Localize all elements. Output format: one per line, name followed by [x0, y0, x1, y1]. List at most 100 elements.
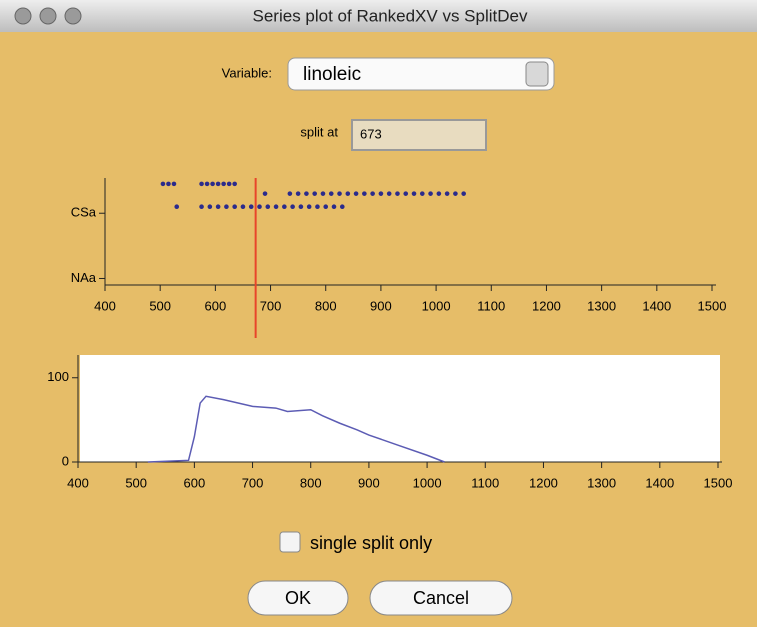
- point: [395, 191, 400, 196]
- point: [436, 191, 442, 196]
- x-tick-label: 600: [205, 298, 227, 313]
- point: [461, 191, 466, 196]
- y-tick-label: NAa: [71, 270, 97, 285]
- point: [232, 204, 237, 210]
- point: [306, 204, 312, 210]
- point: [295, 191, 301, 196]
- x-tick-label: 600: [184, 475, 206, 490]
- point: [265, 204, 271, 210]
- point: [160, 181, 166, 187]
- point: [403, 191, 409, 196]
- cancel-label: Cancel: [413, 588, 469, 608]
- split-value: 673: [360, 126, 382, 141]
- point: [328, 191, 334, 196]
- point: [304, 191, 309, 196]
- point: [215, 181, 221, 187]
- point: [370, 191, 375, 196]
- point: [323, 204, 329, 210]
- x-tick-label: 400: [94, 298, 116, 313]
- point: [315, 204, 320, 210]
- y-tick-label: 100: [47, 369, 69, 384]
- title-bar: [0, 0, 757, 32]
- point: [207, 204, 213, 210]
- point: [226, 181, 232, 187]
- point: [174, 204, 180, 210]
- x-tick-label: 1300: [587, 475, 616, 490]
- point: [386, 191, 392, 196]
- x-tick-label: 800: [300, 475, 322, 490]
- x-tick-label: 700: [260, 298, 282, 313]
- point: [287, 191, 293, 196]
- variable-select[interactable]: [287, 57, 555, 91]
- point: [199, 204, 204, 210]
- x-tick-label: 500: [125, 475, 147, 490]
- point: [166, 181, 171, 187]
- variable-value: linoleic: [303, 64, 361, 85]
- checkbox-label: single split only: [310, 533, 432, 553]
- ok-label: OK: [285, 588, 311, 608]
- window-title: Series plot of RankedXV vs SplitDev: [253, 6, 528, 25]
- point: [224, 204, 229, 210]
- split-label: split at: [300, 124, 338, 139]
- point: [298, 204, 304, 210]
- point: [221, 181, 226, 187]
- y-tick-label: 0: [62, 453, 69, 468]
- point: [453, 191, 458, 196]
- x-tick-label: 1400: [645, 475, 674, 490]
- x-tick-label: 900: [370, 298, 392, 313]
- x-tick-label: 1400: [642, 298, 671, 313]
- zoom-button[interactable]: [64, 7, 82, 25]
- point: [199, 181, 204, 187]
- point: [345, 191, 351, 196]
- x-tick-label: 800: [315, 298, 337, 313]
- x-tick-label: 700: [242, 475, 264, 490]
- point: [337, 191, 342, 196]
- series-line: [147, 395, 445, 463]
- x-tick-label: 1300: [587, 298, 616, 313]
- x-tick-label: 500: [149, 298, 171, 313]
- point: [362, 191, 367, 196]
- x-tick-label: 1100: [477, 298, 505, 313]
- close-button[interactable]: [14, 7, 32, 25]
- point: [411, 191, 417, 196]
- minimize-button[interactable]: [39, 7, 57, 25]
- point: [273, 204, 279, 210]
- point: [282, 204, 287, 210]
- checkbox[interactable]: [279, 531, 301, 553]
- x-tick-label: 400: [67, 475, 89, 490]
- point: [419, 191, 425, 196]
- point: [248, 204, 254, 210]
- point: [171, 181, 177, 187]
- x-tick-label: 1100: [471, 475, 499, 490]
- point: [339, 204, 345, 210]
- point: [290, 204, 295, 210]
- point: [232, 181, 237, 187]
- plot-panel: [80, 355, 720, 462]
- split-input[interactable]: [351, 119, 487, 151]
- x-tick-label: 1500: [698, 298, 727, 313]
- point: [378, 191, 384, 196]
- ok-button[interactable]: [247, 580, 349, 616]
- point: [320, 191, 326, 196]
- point: [312, 191, 317, 196]
- x-tick-label: 1000: [422, 298, 451, 313]
- x-tick-label: 1200: [532, 298, 561, 313]
- x-tick-label: 1500: [704, 475, 733, 490]
- variable-label: Variable:: [222, 65, 272, 80]
- x-tick-label: 900: [358, 475, 380, 490]
- point: [428, 191, 433, 196]
- point: [210, 181, 215, 187]
- cancel-button[interactable]: [369, 580, 513, 616]
- y-tick-label: CSa: [71, 205, 97, 220]
- x-tick-label: 1000: [413, 475, 442, 490]
- x-tick-label: 1200: [529, 475, 558, 490]
- point: [215, 204, 221, 210]
- point: [262, 191, 268, 196]
- point: [204, 181, 210, 187]
- point: [353, 191, 359, 196]
- point: [444, 191, 450, 196]
- point: [257, 204, 262, 210]
- select-arrows: [525, 61, 549, 87]
- point: [240, 204, 246, 210]
